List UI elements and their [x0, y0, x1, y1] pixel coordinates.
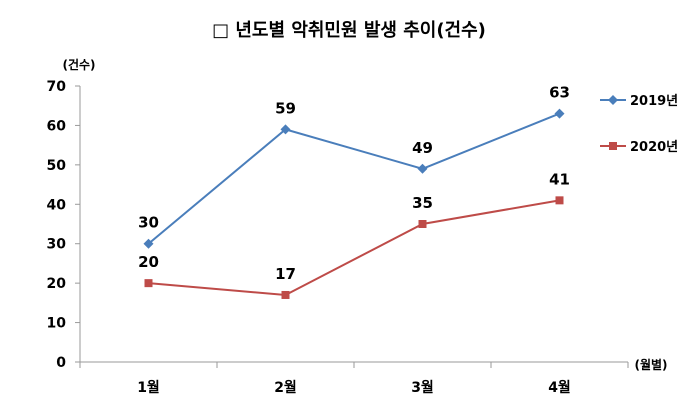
y-tick-label: 0 — [56, 355, 66, 371]
series-line-1 — [147, 112, 560, 245]
legend-marker — [609, 142, 617, 150]
data-point — [417, 163, 428, 174]
axes: 0 10 20 30 40 50 60 70 1월 2월 3월 4월 — [47, 79, 629, 396]
data-point — [280, 124, 291, 135]
data-point — [281, 290, 290, 299]
data-label: 49 — [412, 139, 433, 157]
data-label: 63 — [549, 84, 570, 102]
series-layer: 30 59 49 63 20 17 35 41 — [138, 84, 570, 299]
x-axis-label: (월별) — [634, 357, 667, 372]
x-tick-label: 2월 — [274, 379, 297, 396]
y-axis-label: (건수) — [62, 57, 95, 72]
data-label: 17 — [275, 265, 296, 283]
chart-title: □ 년도별 악취민원 발생 추이(건수) — [212, 20, 486, 41]
x-tick-label: 1월 — [137, 379, 160, 396]
y-tick-label: 10 — [47, 316, 67, 332]
data-point — [555, 196, 564, 205]
x-tick-label: 3월 — [411, 379, 434, 396]
data-point — [418, 220, 427, 228]
data-point — [554, 108, 565, 119]
legend-label: 2020년 — [630, 140, 678, 155]
y-tick-label: 70 — [47, 79, 67, 95]
y-tick-label: 20 — [47, 276, 67, 292]
data-label: 20 — [138, 253, 159, 271]
series-line-2 — [148, 199, 560, 296]
data-label: 30 — [138, 214, 159, 232]
y-tick-label: 30 — [47, 237, 67, 253]
data-point — [143, 238, 154, 249]
y-tick-label: 60 — [47, 118, 67, 134]
legend-label: 2019년 — [630, 94, 678, 109]
y-tick-label: 50 — [47, 158, 67, 174]
data-label: 59 — [275, 99, 296, 117]
data-label: 35 — [412, 194, 433, 212]
x-tick-label: 4월 — [548, 379, 571, 396]
legend: 2019년 2020년 — [600, 94, 678, 155]
legend-marker — [608, 95, 618, 105]
data-label: 41 — [549, 170, 570, 188]
y-tick-label: 40 — [47, 197, 67, 213]
data-point — [144, 279, 153, 288]
